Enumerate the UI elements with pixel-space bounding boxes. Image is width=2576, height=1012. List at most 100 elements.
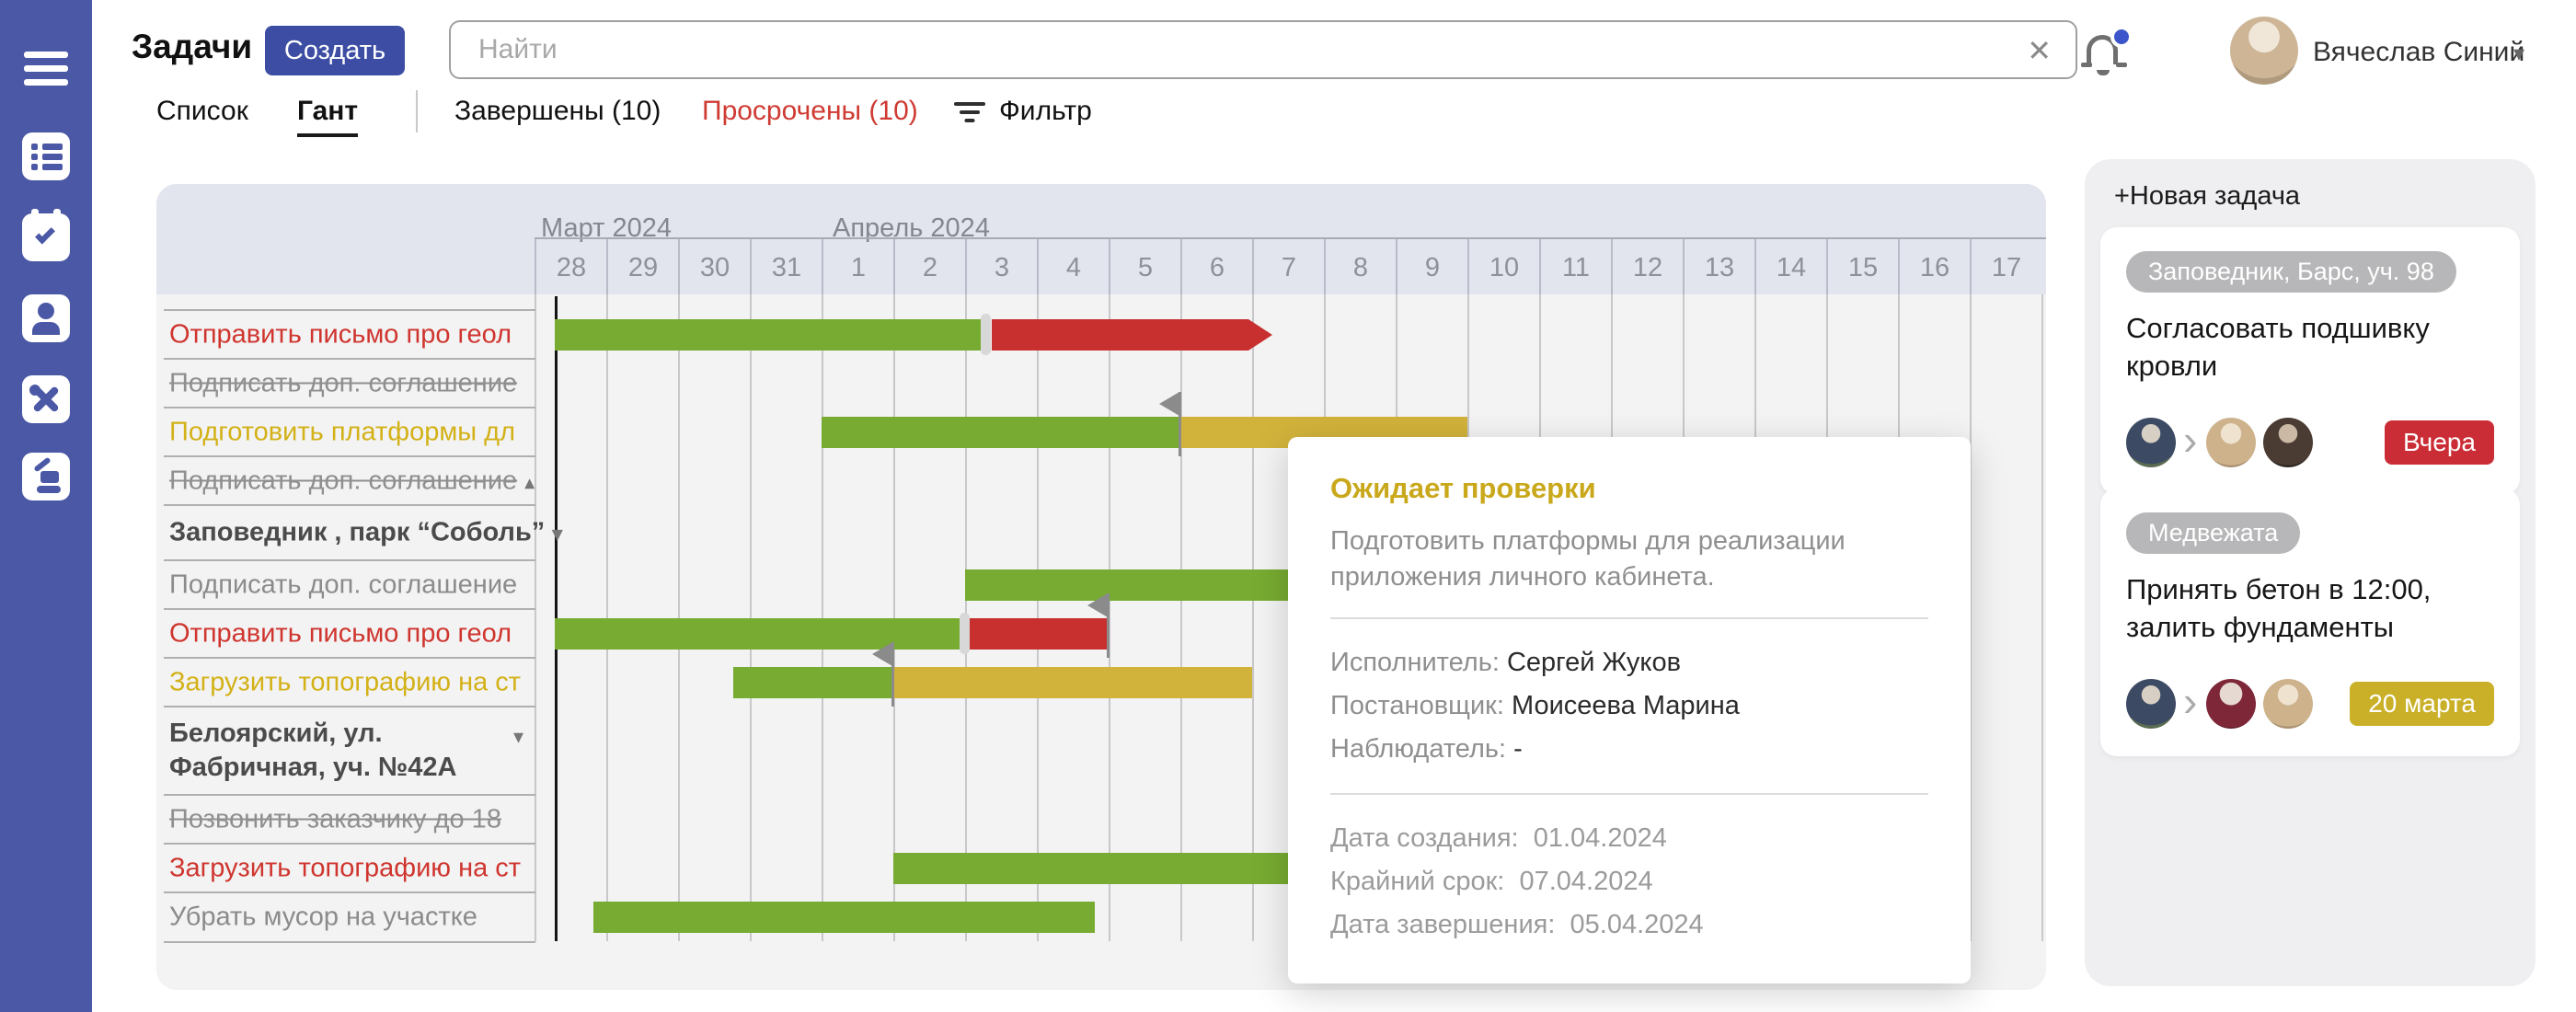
task-side-panel: +Новая задача Заповедник, Барс, уч. 98 С…: [2085, 159, 2536, 986]
task-label[interactable]: Отправить письмо про геол: [169, 618, 512, 649]
day-cell: 8: [1324, 239, 1396, 294]
gantt-bar-green[interactable]: [822, 417, 1180, 448]
task-label[interactable]: Подписать доп. соглашение▴: [169, 466, 535, 496]
day-cell: 6: [1180, 239, 1252, 294]
filter-button[interactable]: Фильтр: [953, 96, 1092, 127]
task-label[interactable]: Загрузить топографию на ст: [169, 667, 521, 697]
day-cell: 2: [893, 239, 965, 294]
filter-icon: [953, 100, 986, 126]
search-input[interactable]: [478, 28, 1996, 72]
tab-completed[interactable]: Завершены (10): [454, 96, 661, 127]
tools-icon[interactable]: [22, 375, 70, 423]
gantt-task-row: Отправить письмо про геол: [156, 310, 2046, 359]
day-cell: 14: [1754, 239, 1826, 294]
clear-search-icon[interactable]: ✕: [2027, 33, 2052, 68]
day-cell: 5: [1109, 239, 1180, 294]
task-label[interactable]: Подготовить платформы дл: [169, 417, 515, 447]
day-cell: 13: [1683, 239, 1754, 294]
tab-overdue[interactable]: Просрочены (10): [702, 96, 918, 127]
notifications-bell-icon[interactable]: [2085, 29, 2125, 77]
avatar-assignee: [2263, 418, 2313, 467]
task-label[interactable]: Загрузить топографию на ст: [169, 853, 521, 883]
task-label[interactable]: Отправить письмо про геол: [169, 319, 512, 350]
deadline-flag-icon: [1159, 392, 1179, 416]
task-tooltip: Ожидает проверки Подготовить платформы д…: [1288, 437, 1971, 983]
row-separator: [164, 891, 535, 893]
menu-icon[interactable]: [24, 52, 68, 88]
tooltip-author: Постановщик: Моисеева Марина: [1330, 684, 1928, 728]
tab-divider: [416, 90, 418, 132]
avatar-author: [2126, 679, 2176, 729]
task-card[interactable]: Медвежата Принять бетон в 12:00, залить …: [2100, 489, 2520, 756]
avatar-author: [2126, 418, 2176, 467]
chevron-right-icon: ›: [2183, 421, 2197, 458]
collapse-caret-icon[interactable]: ▾: [552, 523, 562, 546]
day-cell: 16: [1898, 239, 1970, 294]
day-cell: 9: [1396, 239, 1467, 294]
day-cell: 12: [1611, 239, 1683, 294]
tooltip-divider: [1330, 793, 1928, 795]
task-label[interactable]: Позвонить заказчику до 18: [169, 804, 501, 834]
tooltip-observer: Наблюдатель: -: [1330, 728, 1928, 771]
gantt-bar-red[interactable]: [970, 618, 1109, 650]
tooltip-finish-date: Дата завершения: 05.04.2024: [1330, 903, 1928, 947]
row-separator: [164, 358, 535, 360]
row-separator: [164, 559, 535, 561]
due-badge: 20 марта: [2350, 682, 2494, 726]
day-cell: 31: [750, 239, 822, 294]
project-badge: Заповедник, Барс, уч. 98: [2126, 251, 2456, 293]
row-separator: [164, 504, 535, 506]
task-card[interactable]: Заповедник, Барс, уч. 98 Согласовать под…: [2100, 227, 2520, 495]
group-label[interactable]: Заповедник , парк “Соболь”▾: [169, 518, 562, 548]
day-cell: 7: [1252, 239, 1324, 294]
tooltip-status: Ожидает проверки: [1330, 472, 1928, 505]
task-list-icon[interactable]: [22, 132, 70, 180]
tab-gantt[interactable]: Гант: [297, 96, 358, 137]
day-cell: 10: [1467, 239, 1539, 294]
task-card-title: Согласовать подшивку кровли: [2126, 309, 2494, 385]
day-cell: 15: [1826, 239, 1898, 294]
page-title: Задачи: [132, 28, 252, 66]
day-cell: 1: [822, 239, 893, 294]
group-label[interactable]: Белоярский, ул. Фабричная, уч. №42А: [169, 717, 510, 785]
row-separator: [164, 657, 535, 659]
tooltip-assignee: Исполнитель: Сергей Жуков: [1330, 641, 1928, 684]
tooltip-deadline-date: Крайний срок: 07.04.2024: [1330, 860, 1928, 903]
new-task-link[interactable]: +Новая задача: [2114, 181, 2300, 212]
collapse-caret-icon[interactable]: ▴: [524, 470, 535, 494]
tooltip-divider: [1330, 617, 1928, 619]
row-separator: [164, 706, 535, 707]
gantt-bar-green[interactable]: [555, 319, 981, 351]
row-separator: [164, 455, 535, 457]
calendar-check-icon[interactable]: [22, 213, 70, 261]
app-window: Задачи Создать ✕ Вячеслав Синий ▾ Список…: [0, 0, 2576, 1012]
day-cell: 3: [965, 239, 1037, 294]
chevron-right-icon: ›: [2183, 683, 2197, 719]
user-menu-caret-icon[interactable]: ▾: [2513, 40, 2524, 67]
gantt-bar-red[interactable]: [992, 319, 1272, 351]
excavator-icon[interactable]: [22, 453, 70, 500]
tab-list[interactable]: Список: [156, 96, 248, 127]
user-avatar[interactable]: [2230, 17, 2298, 85]
row-separator: [164, 309, 535, 311]
task-label[interactable]: Подписать доп. соглашение: [169, 368, 517, 398]
deadline-flag-icon: [1087, 593, 1108, 617]
task-card-title: Принять бетон в 12:00, залить фундаменты: [2126, 570, 2494, 646]
day-header-row: 282930311234567891011121314151617: [535, 239, 2041, 294]
tooltip-created-date: Дата создания: 01.04.2024: [1330, 817, 1928, 860]
notification-badge: [2110, 26, 2133, 48]
gantt-bar-green[interactable]: [593, 902, 1095, 933]
task-label[interactable]: Подписать доп. соглашение: [169, 569, 517, 600]
user-icon[interactable]: [22, 294, 70, 342]
row-separator: [164, 843, 535, 845]
gantt-bar-green[interactable]: [733, 667, 893, 698]
row-separator: [164, 608, 535, 610]
task-label[interactable]: Убрать мусор на участке: [169, 902, 477, 932]
avatar-assignee: [2263, 679, 2313, 729]
gantt-bar-green[interactable]: [555, 618, 960, 650]
collapse-caret-icon[interactable]: ▾: [513, 725, 523, 749]
create-button[interactable]: Создать: [265, 26, 405, 75]
day-cell: 11: [1539, 239, 1611, 294]
gantt-bar-yellow[interactable]: [893, 667, 1252, 698]
user-name[interactable]: Вячеслав Синий: [2313, 37, 2524, 68]
